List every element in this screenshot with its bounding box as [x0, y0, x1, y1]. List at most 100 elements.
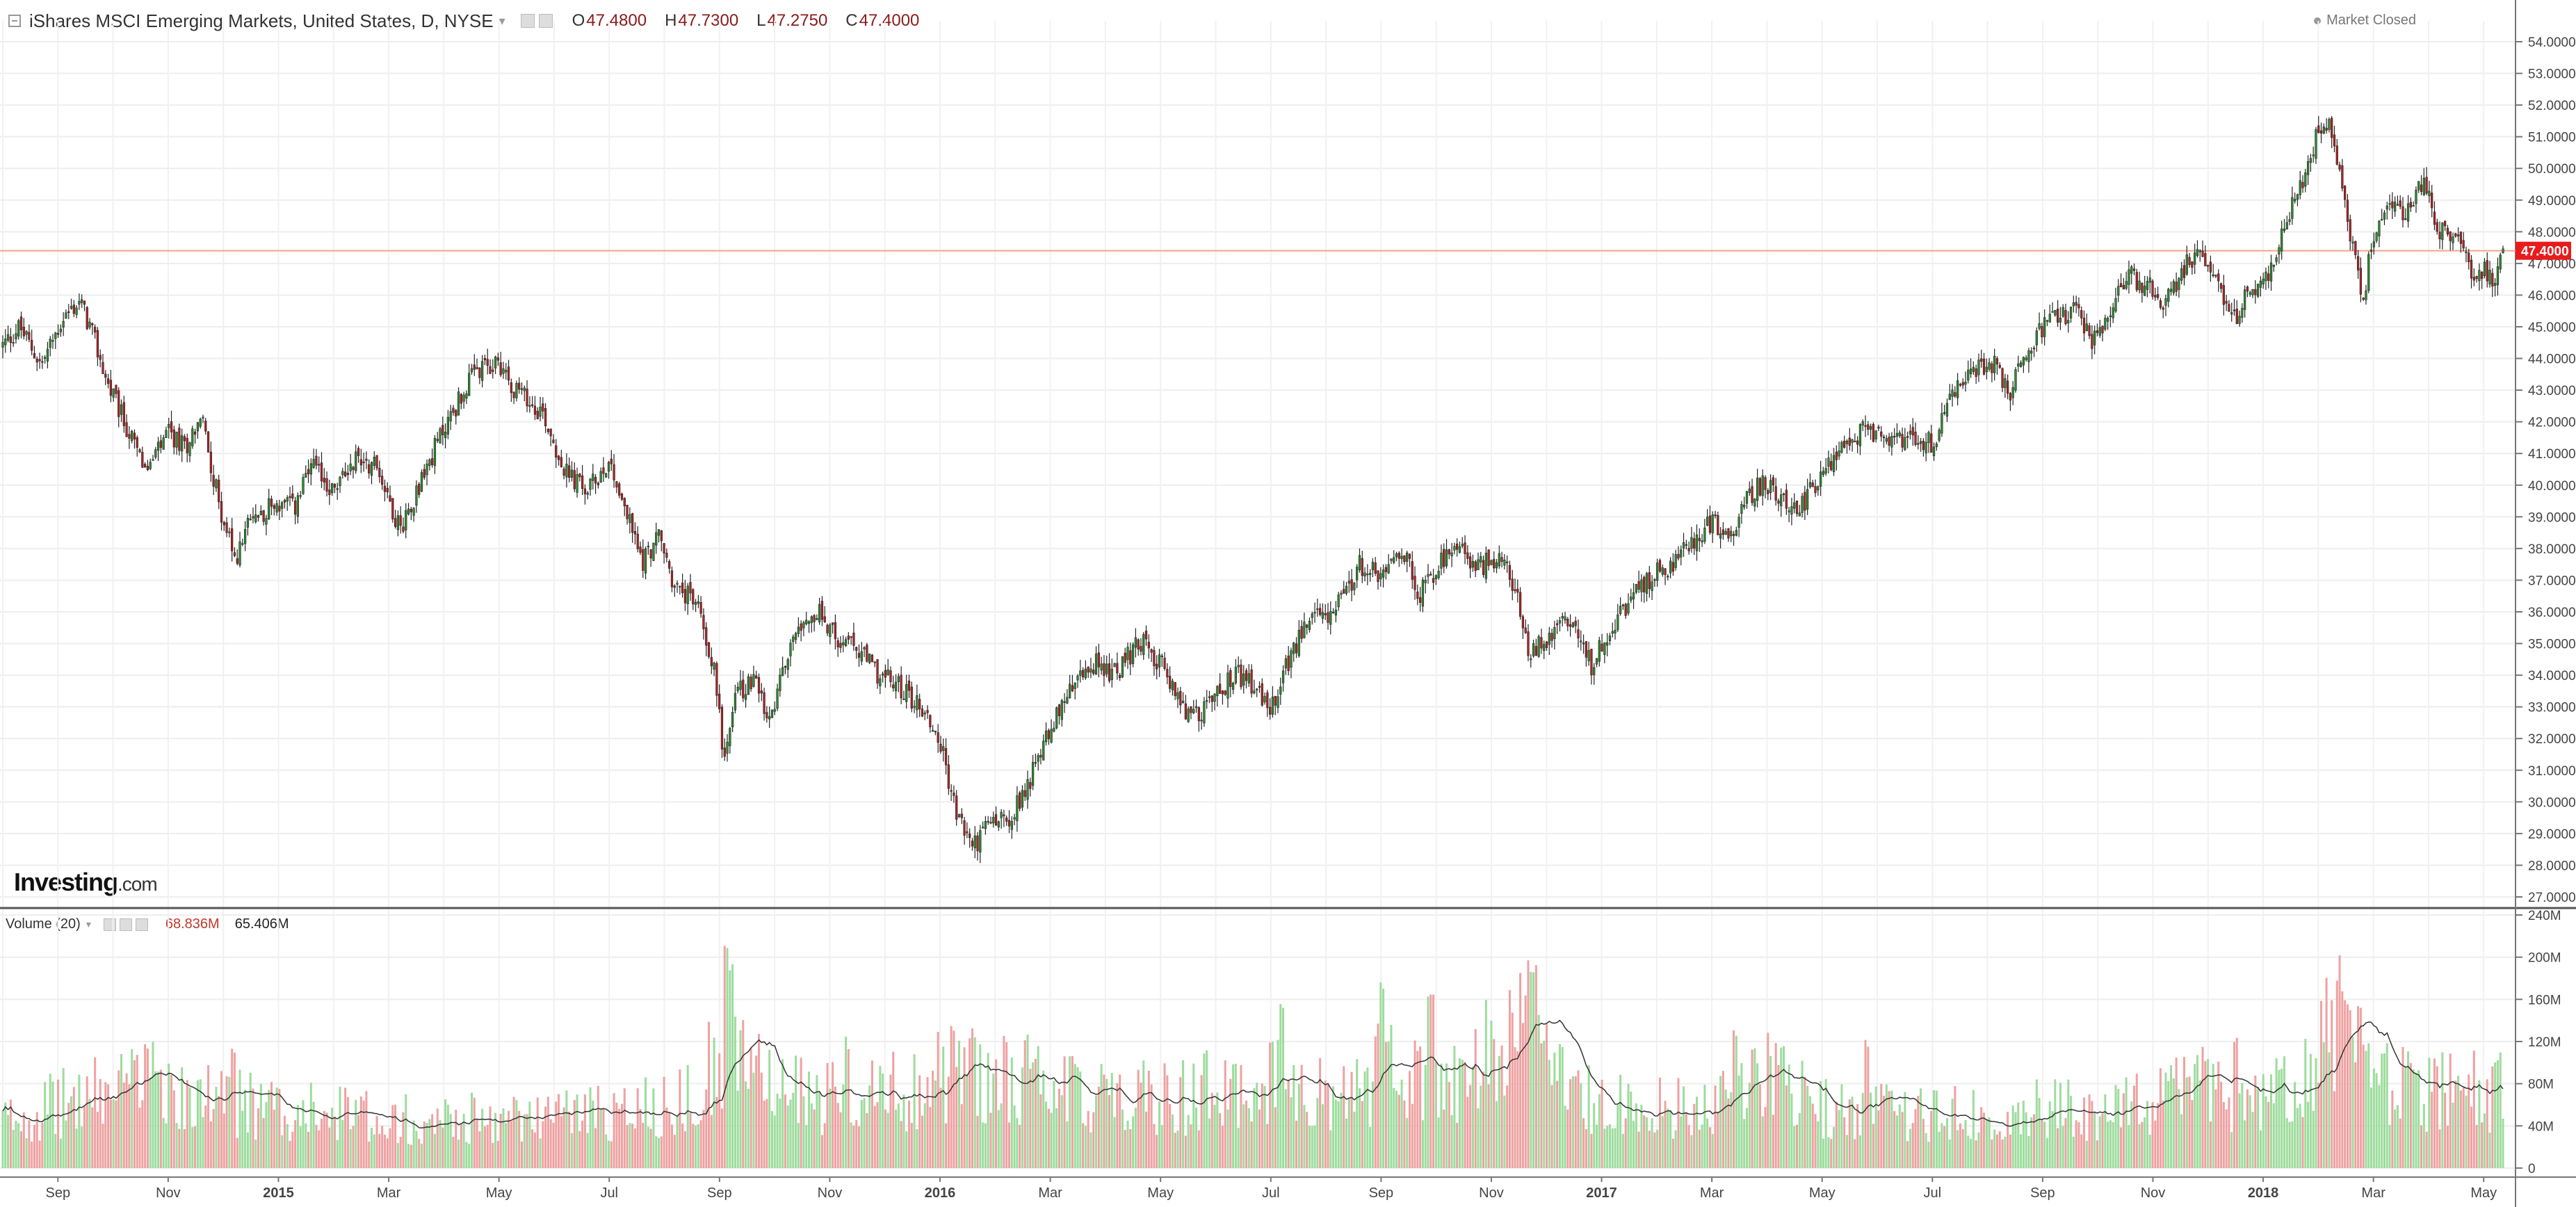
candle-body: [2433, 211, 2436, 225]
candle-body: [921, 708, 924, 717]
volume-bar: [655, 1136, 658, 1168]
volume-bar: [613, 1093, 615, 1168]
volume-bar: [816, 1075, 818, 1168]
volume-bar: [494, 1112, 497, 1168]
volume-bar: [305, 1123, 307, 1168]
candle-body: [331, 483, 334, 494]
grid-lines: [0, 21, 2516, 1169]
volume-bar: [1413, 1040, 1416, 1168]
candle-body: [2244, 289, 2246, 310]
volume-bar: [1740, 1063, 1743, 1168]
volume-bar: [1661, 1116, 1664, 1168]
candle-body: [1271, 697, 1274, 715]
volume-bar: [2267, 1101, 2270, 1168]
time-tick-label: 2015: [263, 1185, 294, 1201]
volume-bar: [2344, 1000, 2347, 1168]
candle-body: [2404, 218, 2407, 220]
candle-body: [615, 481, 618, 487]
settings-icon[interactable]: [520, 14, 535, 28]
volume-bar: [2307, 1101, 2310, 1168]
candle-body: [1384, 567, 1387, 572]
volume-bar: [2270, 1074, 2273, 1168]
candle-body: [1100, 663, 1103, 671]
collapse-pane-icon[interactable]: [8, 15, 21, 27]
candle-body: [886, 669, 889, 675]
volume-bar: [131, 1048, 133, 1168]
candle-body: [1861, 421, 1864, 426]
volume-bar: [982, 1122, 985, 1168]
volume-bar: [1957, 1130, 1959, 1168]
candle-body: [969, 833, 971, 839]
hide-icon[interactable]: [119, 918, 132, 931]
volume-bar: [1013, 1105, 1016, 1168]
volume-bar: [281, 1135, 284, 1168]
volume-bar: [323, 1110, 325, 1168]
volume-bar: [1758, 1084, 1761, 1168]
chevron-down-icon[interactable]: ▾: [86, 918, 91, 930]
volume-bar: [1308, 1126, 1311, 1168]
volume-bar: [2014, 1112, 2017, 1168]
candle-body: [2494, 283, 2497, 286]
candle-body: [1608, 635, 1612, 641]
volume-bar: [1769, 1055, 1772, 1168]
volume-bar: [2452, 1102, 2454, 1168]
candle-body: [557, 455, 560, 460]
close-icon[interactable]: [135, 918, 148, 931]
volume-bar: [1066, 1121, 1069, 1168]
candle-body: [1153, 649, 1156, 667]
candle-body: [1695, 534, 1699, 551]
volume-bar: [1366, 1067, 1369, 1168]
candle-body: [2019, 362, 2023, 367]
candle-body: [512, 391, 515, 398]
volume-bar: [1601, 1079, 1603, 1168]
volume-bar: [1843, 1117, 1846, 1168]
volume-bar: [895, 1109, 898, 1168]
ohlc-value-l: 47.2750: [767, 11, 828, 30]
chevron-down-icon[interactable]: ▾: [499, 13, 505, 28]
volume-bar: [1369, 1127, 1372, 1168]
candle-body: [844, 639, 848, 646]
volume-bar: [1395, 1090, 1398, 1168]
volume-bar: [1904, 1092, 1906, 1168]
volume-bar: [410, 1144, 412, 1168]
volume-study-label[interactable]: Volume (20): [6, 916, 81, 932]
candle-body: [860, 651, 863, 662]
volume-bar: [1266, 1124, 1269, 1168]
candle-body: [339, 476, 341, 486]
volume-bar: [1611, 1128, 1614, 1168]
volume-bar: [1851, 1096, 1854, 1168]
candle-body: [1150, 649, 1153, 653]
candle-body: [373, 457, 375, 466]
volume-bar: [957, 1040, 961, 1168]
volume-bar: [526, 1114, 528, 1168]
volume-bar: [2331, 1000, 2333, 1168]
volume-bar: [476, 1119, 478, 1168]
volume-bar: [2141, 1121, 2144, 1168]
volume-bar: [1680, 1116, 1683, 1168]
symbol-title[interactable]: iShares MSCI Emerging Markets, United St…: [29, 10, 494, 31]
volume-bar: [496, 1140, 499, 1168]
volume-bar: [2067, 1079, 2070, 1168]
candle-body: [1306, 624, 1309, 628]
candle-body: [1231, 683, 1235, 690]
candle-body: [1269, 706, 1272, 715]
candle-body: [1134, 637, 1137, 648]
candle-body: [2383, 212, 2386, 220]
candle-body: [1938, 430, 1941, 441]
hide-icon[interactable]: [538, 14, 553, 28]
volume-bar: [2444, 1092, 2447, 1168]
volume-bar: [1933, 1089, 1936, 1168]
volume-bar: [605, 1134, 608, 1168]
volume-bar: [481, 1108, 484, 1168]
candle-body: [515, 382, 518, 398]
volume-bar: [418, 1138, 421, 1168]
candle-body: [238, 541, 241, 566]
candle-body: [2296, 194, 2299, 200]
volume-bar: [2335, 980, 2338, 1168]
price-tick-label: 33.0000: [2528, 701, 2576, 715]
volume-bar: [2059, 1083, 2061, 1168]
volume-bar: [1595, 1124, 1598, 1168]
candle-body: [2098, 327, 2101, 336]
volume-bar: [2080, 1134, 2083, 1168]
